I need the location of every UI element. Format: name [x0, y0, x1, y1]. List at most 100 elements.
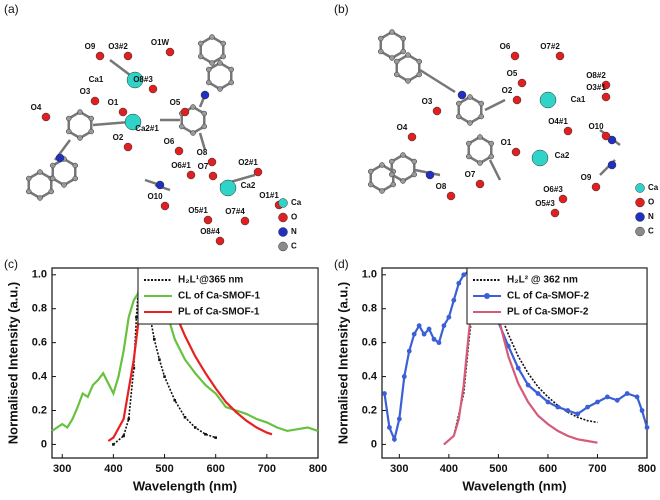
atom-ball — [475, 179, 485, 189]
series-marker — [441, 323, 447, 329]
atom-ball — [393, 58, 400, 65]
atom-ball — [446, 191, 456, 201]
atom-ball — [278, 212, 288, 223]
series-marker — [391, 436, 397, 442]
atom-label: O5 — [170, 98, 181, 107]
atom-ball — [416, 58, 423, 65]
atom-ball — [228, 66, 235, 73]
atom-ball — [465, 153, 472, 160]
atom-label: O3 — [80, 87, 91, 96]
y-tick-label: 0.4 — [362, 370, 378, 382]
ring — [369, 163, 395, 193]
atom-ball — [190, 104, 196, 110]
atom-legend-label: C — [648, 227, 654, 236]
atom-ball — [72, 162, 79, 169]
atom-ball — [77, 109, 83, 115]
atom-ball — [208, 171, 218, 181]
atom-label: O8#3 — [133, 75, 153, 84]
series-marker — [565, 408, 571, 413]
panel-label: (c) — [4, 257, 18, 271]
atom-label: O2 — [113, 133, 124, 142]
atom-ball — [416, 71, 423, 78]
atom-label: O7#2 — [540, 42, 560, 51]
y-tick-label: 0 — [41, 438, 47, 450]
bond — [419, 68, 456, 94]
atom-ball — [25, 188, 32, 195]
atom-ball — [201, 123, 208, 130]
atom-label: O9 — [581, 173, 592, 182]
series-marker — [411, 331, 417, 337]
atom-ball — [49, 162, 56, 169]
ring — [467, 135, 493, 165]
atom-ball — [186, 170, 196, 180]
y-tick-label: 0.6 — [32, 337, 47, 349]
atom-ball — [389, 55, 395, 61]
atom-ball — [531, 149, 549, 167]
series-marker — [461, 272, 467, 278]
atom-ball — [220, 53, 227, 60]
atom-label: O7#4 — [225, 207, 245, 216]
series-marker — [127, 417, 131, 421]
atom-ball — [55, 153, 65, 163]
x-tick-label: 700 — [588, 463, 606, 475]
atom-ball — [88, 115, 95, 122]
atom-legend-label: Ca — [291, 198, 302, 207]
atom-label: O1 — [501, 138, 512, 147]
atom-ball — [219, 179, 237, 197]
series-marker — [614, 397, 620, 403]
atom-ball — [379, 162, 385, 168]
atom-ball — [72, 175, 79, 182]
atom-label: O8 — [197, 148, 208, 157]
series-marker — [193, 426, 197, 429]
y-tick-label: 1.0 — [32, 269, 47, 281]
x-tick-label: 800 — [309, 463, 327, 475]
y-tick-label: 1.0 — [362, 269, 377, 281]
series-marker — [644, 425, 650, 430]
y-tick-label: 0.2 — [362, 404, 377, 416]
atom-ball — [278, 227, 288, 237]
bond — [484, 98, 506, 112]
atom-ball — [201, 110, 208, 117]
series-marker — [183, 415, 187, 419]
atom-ball — [465, 140, 472, 147]
x-tick-label: 500 — [155, 463, 173, 475]
series-marker — [595, 399, 600, 405]
atom-label: O10 — [588, 122, 604, 131]
y-axis-label: Normalised Intensity (a.u.) — [5, 282, 20, 445]
panel-label: (d) — [334, 257, 349, 271]
legend-label: CL of Ca-SMOF-2 — [507, 291, 589, 302]
atom-legend-label: C — [291, 242, 297, 251]
series-marker — [401, 374, 407, 379]
legend-marker — [484, 293, 490, 299]
atom-ball — [477, 160, 483, 166]
x-tick-label: 400 — [440, 463, 458, 475]
atom-ball — [197, 53, 204, 60]
atom-ball — [37, 195, 43, 201]
atom-label: O3#1 — [586, 83, 606, 92]
atom-ball — [388, 171, 395, 178]
atom-ball — [37, 169, 43, 175]
y-tick-label: 0.8 — [362, 303, 377, 315]
series-marker — [153, 337, 156, 341]
series-marker — [426, 326, 432, 332]
atom-ball — [488, 140, 495, 147]
atom-ball — [25, 175, 32, 182]
atom-ball — [539, 91, 557, 109]
atom-label: O5 — [507, 69, 518, 78]
series-marker — [387, 425, 392, 430]
series-marker — [446, 314, 452, 320]
atom-label: O1W — [151, 38, 170, 47]
atom-ball — [61, 182, 67, 188]
atom-ball — [635, 212, 645, 222]
atom-legend-label: N — [648, 212, 654, 221]
atom-ball — [467, 94, 473, 100]
atom-ball — [591, 182, 601, 192]
atom-label: O5#3 — [535, 199, 555, 208]
atom-ball — [601, 80, 611, 90]
y-tick-label: 0.8 — [32, 303, 47, 315]
atom-ball — [393, 71, 400, 78]
atom-ball — [550, 208, 560, 218]
atom-ball — [148, 84, 158, 94]
atom-ball — [220, 40, 227, 47]
y-tick-label: 0.4 — [32, 370, 48, 382]
